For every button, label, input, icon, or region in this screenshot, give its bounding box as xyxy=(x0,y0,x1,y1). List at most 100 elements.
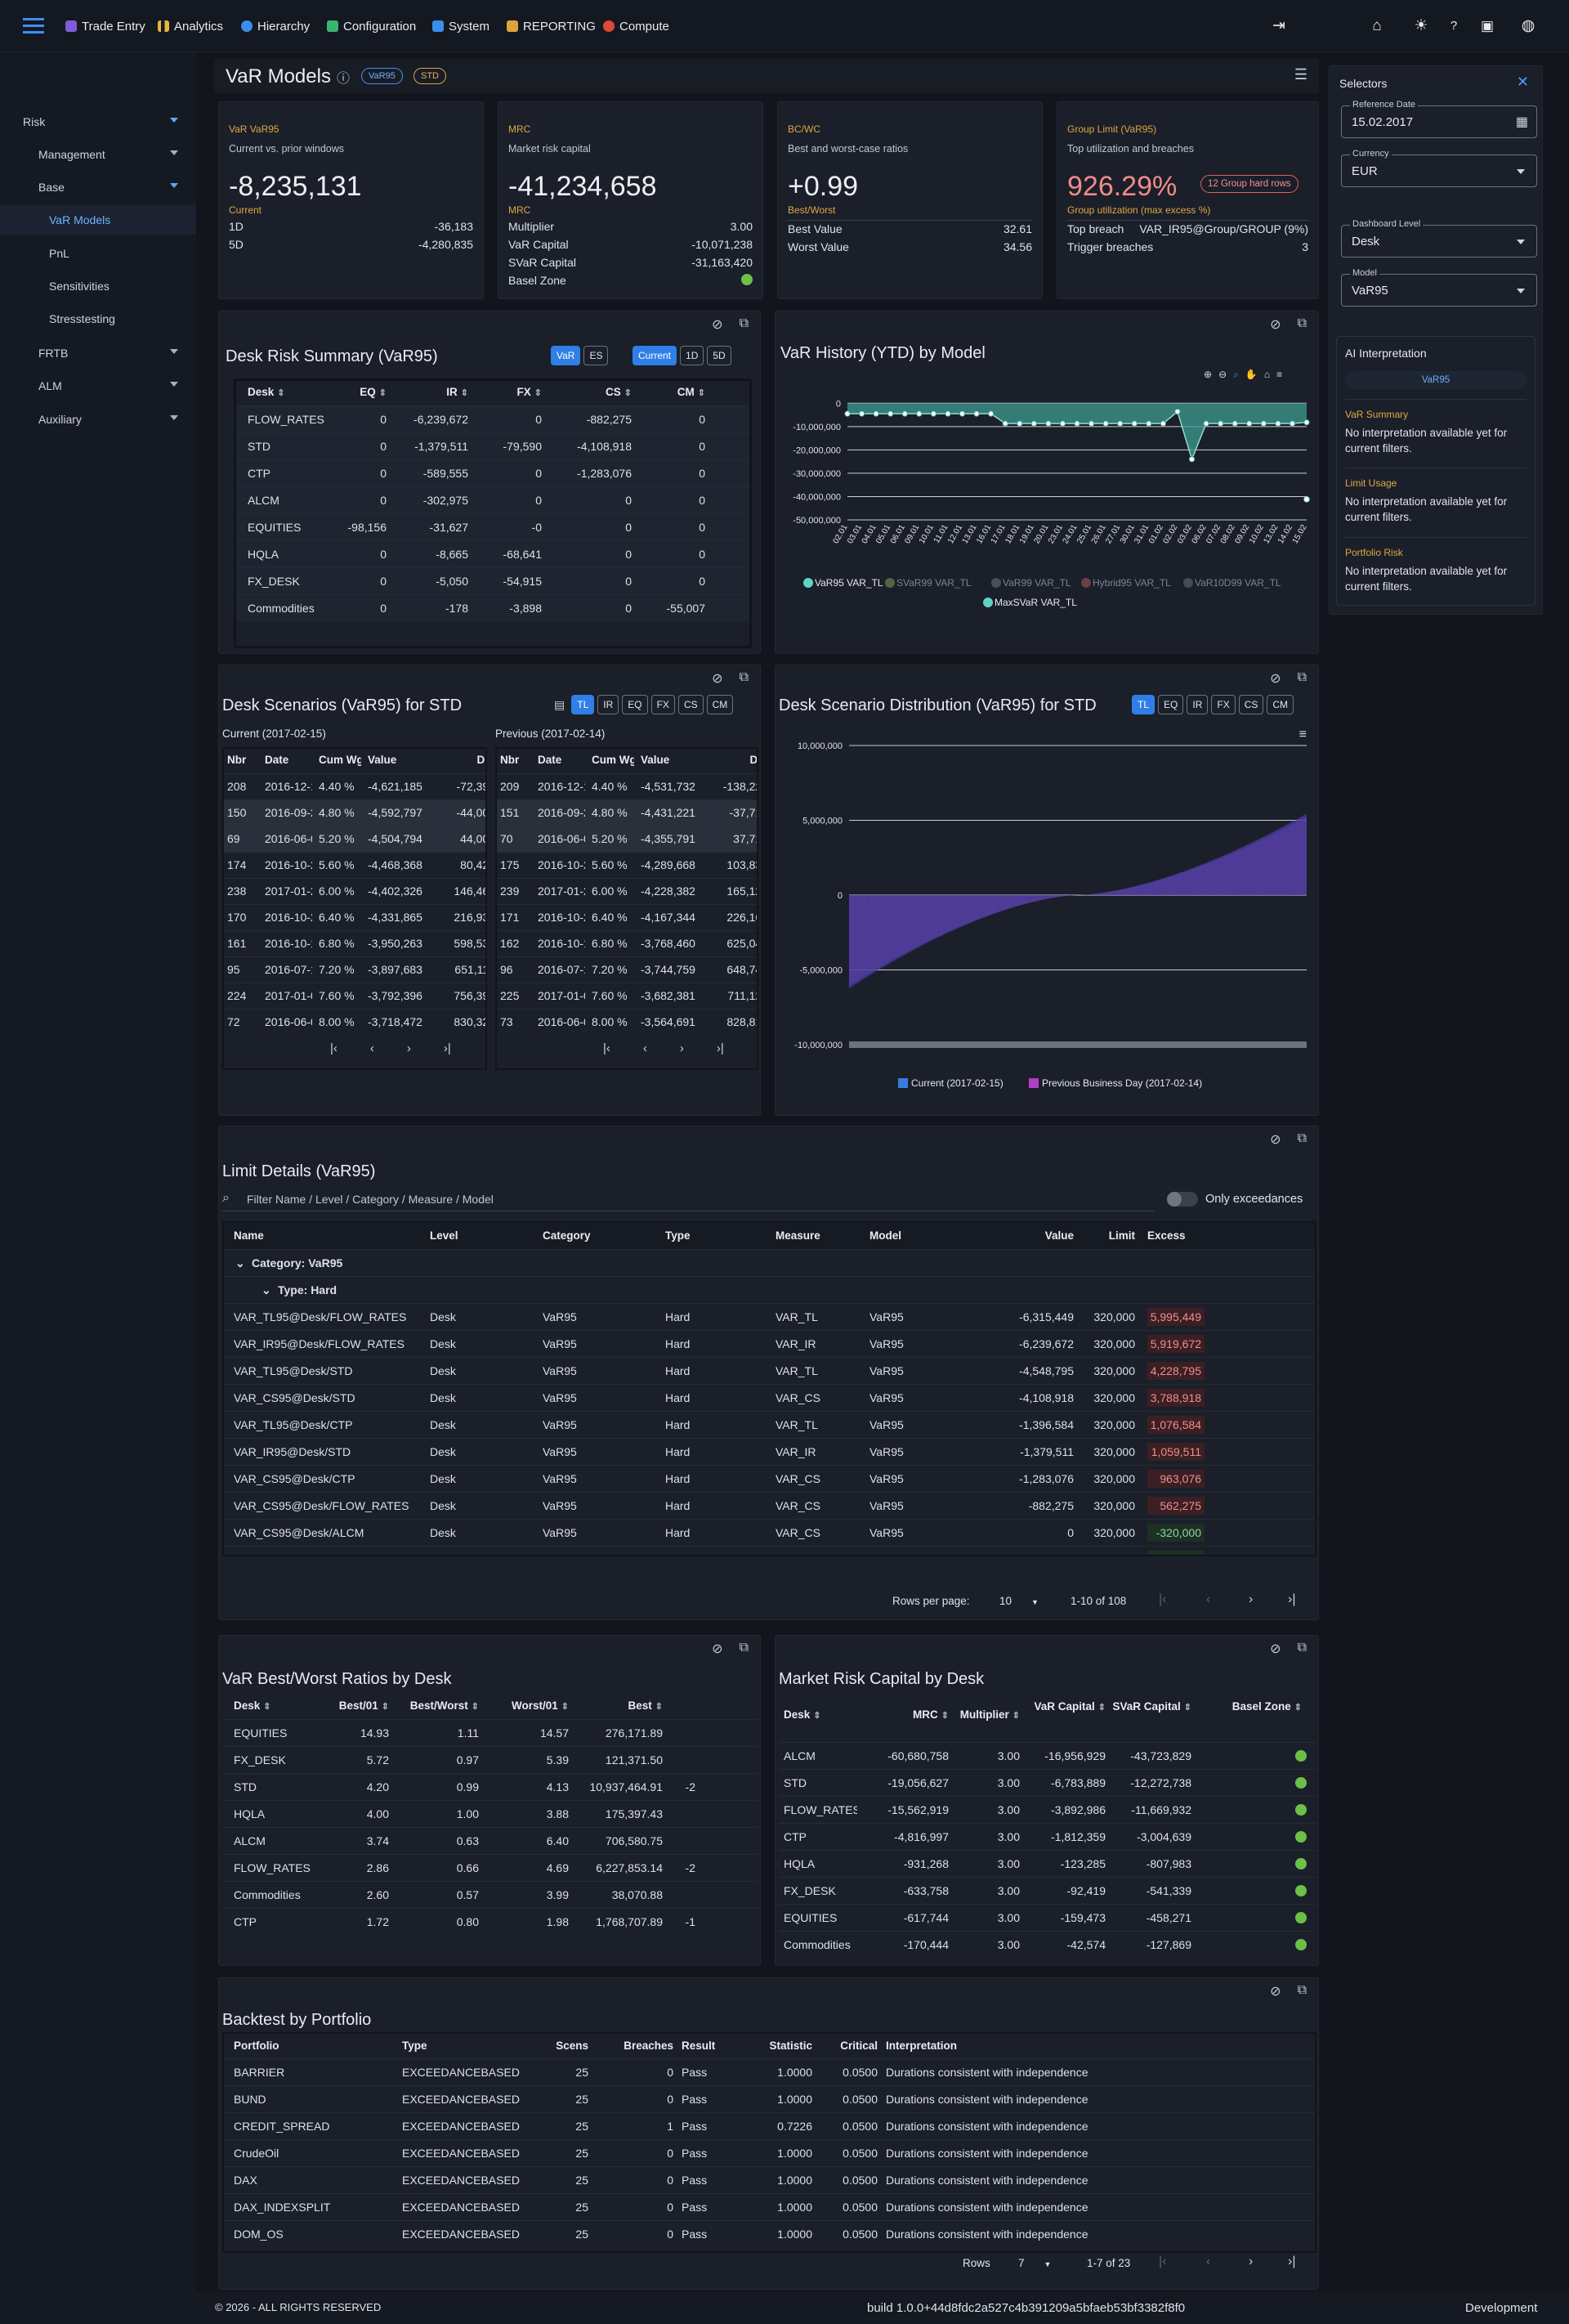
nav-analytics[interactable]: Analytics xyxy=(158,16,223,36)
column-header[interactable]: Nbr xyxy=(227,754,247,767)
table-row[interactable]: Commodities 2.60 0.57 3.99 38,070.88 xyxy=(222,1881,758,1908)
table-row[interactable]: 174 2016-10-2 5.60 % -4,468,368 80,427 xyxy=(224,852,485,878)
current-bar[interactable] xyxy=(1288,823,1290,895)
zoom-in-icon[interactable]: ⊕ xyxy=(1204,369,1213,380)
current-bar[interactable] xyxy=(1258,838,1261,895)
current-bar[interactable] xyxy=(1017,895,1019,907)
toggle-ir[interactable]: IR xyxy=(597,695,619,714)
current-bar[interactable] xyxy=(1127,888,1129,895)
table-row[interactable]: DOM_OS EXCEEDANCEBASED 25 0 Pass 1.0000 0.0500… xyxy=(224,2220,1315,2247)
table-row[interactable]: DAX_INDEXSPLIT EXCEEDANCEBASED 25 0 Pass 1.00… xyxy=(224,2193,1315,2220)
current-bar[interactable] xyxy=(878,895,880,970)
current-bar[interactable] xyxy=(883,895,886,967)
table-row[interactable]: 175 2016-10-2 5.60 % -4,289,668 103,837 xyxy=(497,852,757,878)
current-bar[interactable] xyxy=(990,895,992,916)
column-header[interactable]: IR ⇕ xyxy=(446,386,468,399)
column-header[interactable]: Cum Wgt xyxy=(592,754,634,767)
current-bar[interactable] xyxy=(1155,880,1156,895)
current-bar[interactable] xyxy=(876,895,878,971)
sidebar-item-management[interactable]: Management xyxy=(0,140,196,169)
info-icon[interactable]: ⓘ xyxy=(337,72,351,86)
current-bar[interactable] xyxy=(1224,854,1227,895)
current-bar[interactable] xyxy=(1065,895,1067,897)
current-bar[interactable] xyxy=(1111,891,1113,895)
table-row[interactable]: Commodities 0 -178 -3,898 0 -55,007 xyxy=(236,594,749,621)
table-row[interactable]: 150 2016-09-2 4.80 % -4,592,797 -44,002 xyxy=(224,799,485,826)
var95-point[interactable] xyxy=(1059,420,1066,427)
current-bar[interactable] xyxy=(953,895,955,930)
nav-reporting[interactable]: REPORTING xyxy=(507,16,596,36)
table-row[interactable]: CREDIT_SPREAD EXCEEDANCEBASED 25 1 Pass 0.722… xyxy=(224,2112,1315,2139)
current-bar[interactable] xyxy=(1106,892,1109,895)
menu-icon[interactable]: ≡ xyxy=(1299,728,1307,741)
current-bar[interactable] xyxy=(865,895,868,978)
current-bar[interactable] xyxy=(1295,819,1298,895)
exceedance-toggle[interactable] xyxy=(1167,1192,1198,1207)
column-header[interactable]: SVaR Capital ⇕ xyxy=(1106,1699,1192,1715)
clear-filter-icon[interactable]: ⊘ xyxy=(1270,672,1281,686)
current-bar[interactable] xyxy=(1187,869,1190,895)
sidebar-item-stresstesting[interactable]: Stresstesting xyxy=(49,312,115,325)
logout-icon[interactable]: ⇥ xyxy=(1272,17,1285,34)
current-bar[interactable] xyxy=(1004,895,1007,911)
current-bar[interactable] xyxy=(1142,884,1144,895)
current-bar[interactable] xyxy=(1140,884,1142,895)
var95-point[interactable] xyxy=(901,410,908,417)
current-bar[interactable] xyxy=(1043,895,1045,900)
current-bar[interactable] xyxy=(1046,895,1048,899)
current-bar[interactable] xyxy=(995,895,998,913)
var95-point[interactable] xyxy=(887,410,894,417)
column-header[interactable]: Worst/01 ⇕ xyxy=(512,1699,569,1713)
current-bar[interactable] xyxy=(1213,859,1215,895)
table-row[interactable]: FX_DESK 0 -5,050 -54,915 0 0 xyxy=(236,567,749,594)
current-bar[interactable] xyxy=(993,895,995,914)
current-bar[interactable] xyxy=(951,895,954,931)
current-bar[interactable] xyxy=(1193,867,1196,895)
current-bar[interactable] xyxy=(1218,857,1221,895)
current-bar[interactable] xyxy=(849,895,851,988)
current-bar[interactable] xyxy=(1068,895,1071,896)
open-external-icon[interactable]: ⧉ xyxy=(1297,1983,1307,1997)
current-bar[interactable] xyxy=(863,895,865,979)
current-bar[interactable] xyxy=(1090,893,1093,895)
toggle-current[interactable]: Current xyxy=(633,346,677,365)
table-row[interactable]: 96 2016-07-1 7.20 % -3,744,759 648,747 xyxy=(497,956,757,983)
column-header[interactable]: Cum Wgt xyxy=(319,754,361,767)
current-bar[interactable] xyxy=(1264,835,1267,895)
var95-point[interactable] xyxy=(1174,408,1181,415)
current-bar[interactable] xyxy=(1254,841,1255,895)
current-bar[interactable] xyxy=(1156,880,1159,895)
current-bar[interactable] xyxy=(1096,893,1098,895)
current-bar[interactable] xyxy=(885,895,887,965)
current-bar[interactable] xyxy=(1301,816,1303,895)
current-bar[interactable] xyxy=(1286,824,1289,895)
rows-select[interactable]: 7 ▼ xyxy=(1018,2257,1052,2269)
open-external-icon[interactable]: ⧉ xyxy=(1297,1641,1307,1655)
table-row[interactable]: ALCM 3.74 0.63 6.40 706,580.75 xyxy=(222,1827,758,1854)
legend-item[interactable]: SVaR99 VAR_TL xyxy=(885,577,972,589)
clear-filter-icon[interactable]: ⊘ xyxy=(1270,1642,1281,1656)
current-bar[interactable] xyxy=(1303,815,1305,895)
current-bar[interactable] xyxy=(905,895,908,954)
current-bar[interactable] xyxy=(873,895,875,974)
current-bar[interactable] xyxy=(1041,895,1044,900)
toggle-fx[interactable]: FX xyxy=(1211,695,1236,714)
var95-point[interactable] xyxy=(873,410,879,417)
legend-item[interactable]: VaR10D99 VAR_TL xyxy=(1183,577,1281,589)
current-bar[interactable] xyxy=(1174,874,1177,895)
var95-point[interactable] xyxy=(1303,419,1310,426)
table-row[interactable]: 95 2016-07-1 7.20 % -3,897,683 651,113 xyxy=(224,956,485,983)
current-bar[interactable] xyxy=(1114,890,1116,895)
current-bar[interactable] xyxy=(1217,858,1219,895)
current-bar[interactable] xyxy=(1290,822,1292,895)
current-bar[interactable] xyxy=(942,895,945,935)
current-bar[interactable] xyxy=(1063,895,1065,897)
table-row[interactable]: VAR_CS95@Desk/ALCM Desk VaR95 Hard VAR_CS VaR… xyxy=(224,1519,1315,1546)
legend-item[interactable]: Previous Business Day (2017-02-14) xyxy=(1029,1077,1202,1089)
table-row[interactable]: VAR_CS95@Desk/CTP Desk VaR95 Hard VAR_CS VaR9… xyxy=(224,1465,1315,1492)
current-bar[interactable] xyxy=(1092,893,1094,895)
current-bar[interactable] xyxy=(1292,821,1294,895)
current-bar[interactable] xyxy=(1266,835,1268,895)
current-bar[interactable] xyxy=(1202,864,1205,895)
